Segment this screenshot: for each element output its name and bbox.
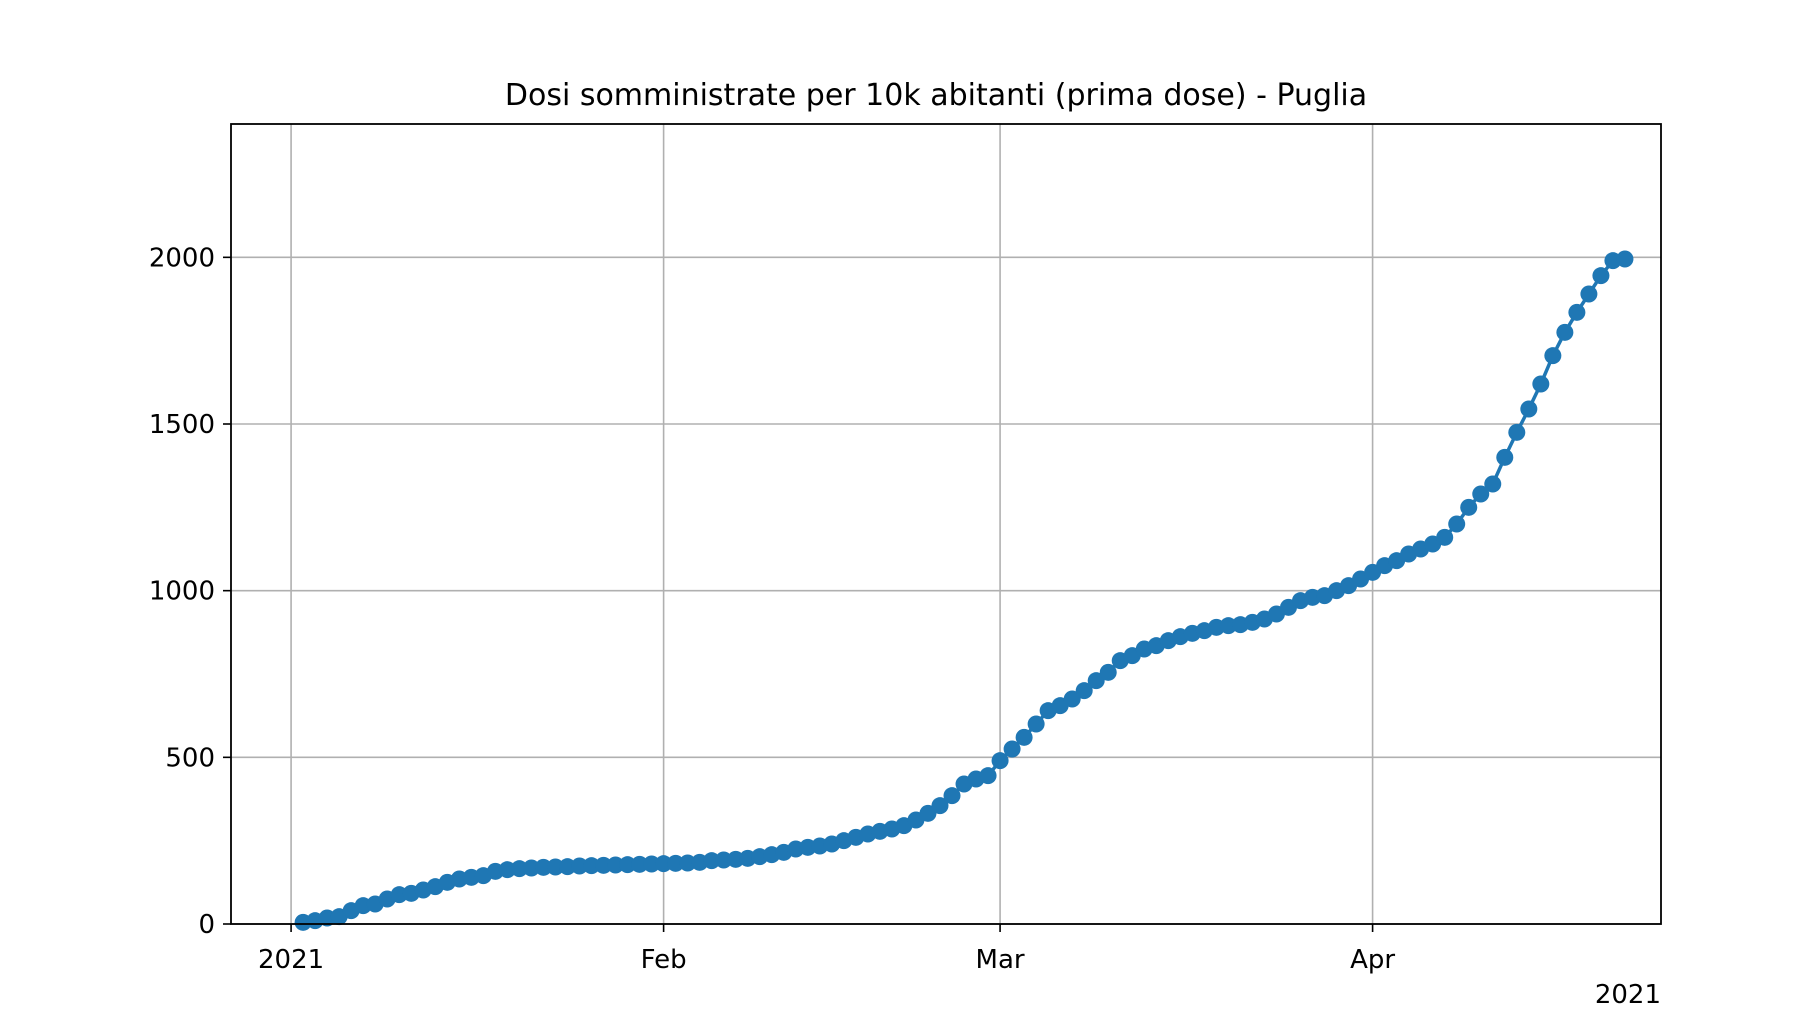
data-point bbox=[991, 752, 1009, 770]
data-point bbox=[1520, 400, 1538, 418]
data-point bbox=[546, 858, 564, 876]
data-point bbox=[1484, 475, 1502, 493]
data-point bbox=[1496, 448, 1514, 466]
data-point bbox=[510, 860, 528, 878]
data-point bbox=[1075, 682, 1093, 700]
x-tick-label: Feb bbox=[641, 945, 687, 975]
x-tick-label: Apr bbox=[1350, 945, 1395, 975]
data-point bbox=[570, 857, 588, 875]
y-tick-label: 2000 bbox=[149, 243, 215, 273]
data-point bbox=[1616, 250, 1634, 268]
data-point bbox=[1556, 323, 1574, 341]
data-point bbox=[1508, 423, 1526, 441]
data-point bbox=[631, 855, 649, 873]
data-point bbox=[703, 852, 721, 870]
data-point bbox=[1027, 715, 1045, 733]
data-point bbox=[1592, 267, 1610, 285]
axes-frame bbox=[230, 123, 1662, 925]
data-point bbox=[534, 858, 552, 876]
x-axis: 2021 Feb Mar Apr bbox=[258, 924, 1395, 975]
x-tick-label: 2021 bbox=[258, 945, 324, 975]
data-point bbox=[1568, 303, 1586, 321]
data-point bbox=[1544, 347, 1562, 365]
data-point bbox=[715, 851, 733, 869]
y-axis: 0 500 1000 1500 2000 bbox=[149, 243, 231, 940]
data-points bbox=[294, 250, 1634, 931]
data-point bbox=[943, 787, 961, 805]
data-point bbox=[979, 767, 997, 785]
data-point bbox=[655, 855, 673, 873]
data-point bbox=[1436, 528, 1454, 546]
data-point bbox=[1003, 740, 1021, 758]
data-point bbox=[619, 856, 637, 874]
y-tick-label: 500 bbox=[165, 743, 215, 773]
x-tick-label: Mar bbox=[976, 945, 1025, 975]
data-point bbox=[522, 859, 540, 877]
data-point bbox=[1015, 728, 1033, 746]
data-point bbox=[667, 854, 685, 872]
data-point bbox=[1580, 285, 1598, 303]
data-point bbox=[558, 858, 576, 876]
data-point bbox=[643, 855, 661, 873]
chart-title: Dosi somministrate per 10k abitanti (pri… bbox=[505, 78, 1367, 113]
data-point bbox=[1087, 672, 1105, 690]
data-point bbox=[1063, 690, 1081, 708]
data-point bbox=[1532, 375, 1550, 393]
y-tick-label: 1500 bbox=[149, 410, 215, 440]
data-point bbox=[607, 856, 625, 874]
y-tick-label: 1000 bbox=[149, 577, 215, 607]
data-point bbox=[1460, 498, 1478, 516]
data-point bbox=[931, 797, 949, 815]
data-point bbox=[1099, 663, 1117, 681]
data-point bbox=[679, 854, 697, 872]
data-point bbox=[1448, 515, 1466, 533]
y-tick-label: 0 bbox=[198, 910, 215, 940]
data-point bbox=[583, 857, 600, 875]
data-point bbox=[595, 856, 613, 874]
data-point bbox=[1472, 485, 1490, 503]
x-axis-offset-label: 2021 bbox=[1595, 980, 1661, 1010]
